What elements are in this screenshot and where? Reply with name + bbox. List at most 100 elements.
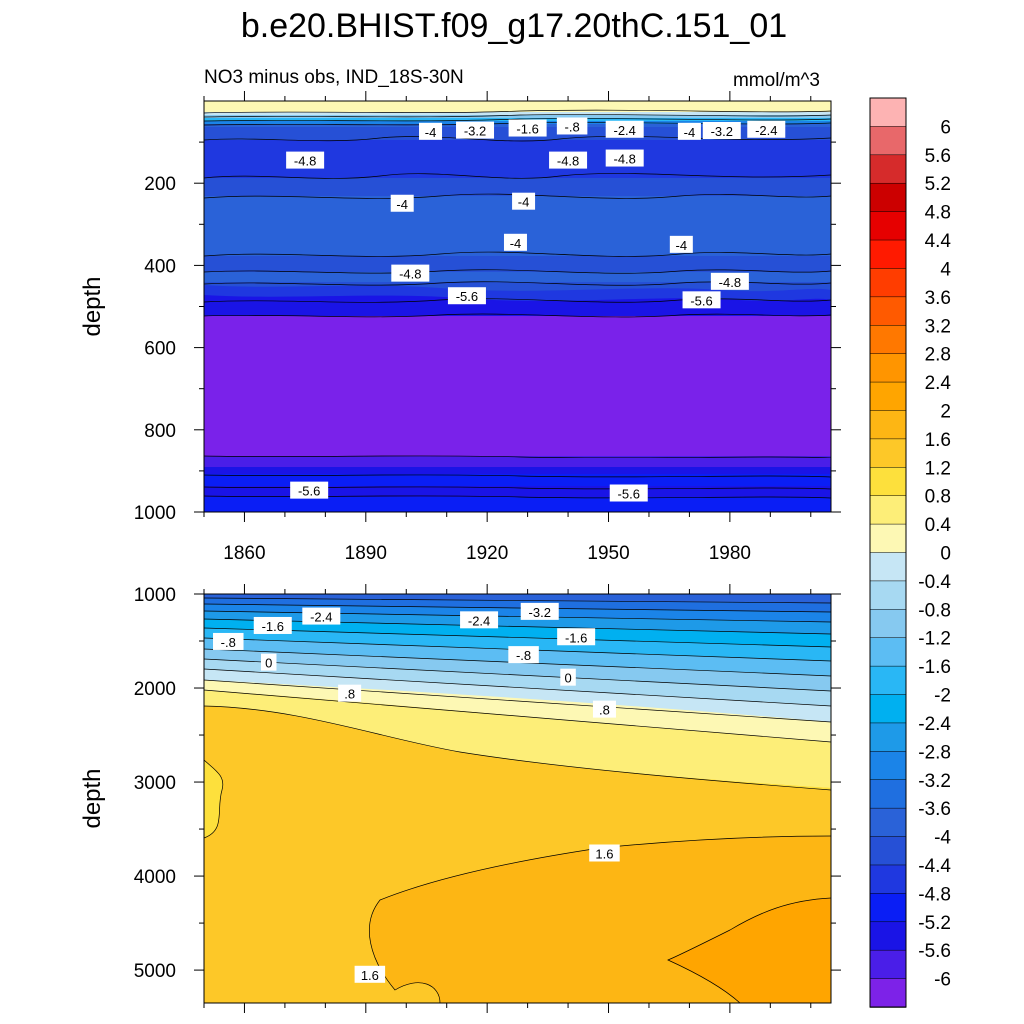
colorbar-swatch: [869, 467, 907, 497]
contour-label-box: [213, 632, 244, 650]
colorbar-swatch: [869, 694, 907, 724]
contour-label-box: [286, 151, 325, 169]
contour-label-text: -4: [396, 197, 408, 212]
colorbar-swatch: [869, 410, 907, 440]
colorbar-label: 2.4: [925, 373, 952, 394]
y-axis-label-upper: depth: [79, 276, 106, 336]
contour-label-text: -1.6: [516, 122, 538, 137]
colorbar-swatch: [869, 921, 907, 951]
contour-label-upper: -4.8: [286, 151, 325, 169]
y-tick-label-lower: 5000: [134, 961, 176, 982]
colorbar-label: 1.2: [925, 458, 951, 479]
contour-label-upper: -3.2: [456, 121, 495, 139]
colorbar-swatch: [869, 325, 907, 355]
contour-label-upper: -4.8: [391, 264, 430, 282]
colorbar-label: 4.8: [925, 203, 951, 224]
contour-label-text: -4: [425, 125, 437, 140]
x-tick-label: 1950: [587, 543, 629, 564]
x-tick-label: 1890: [345, 543, 387, 564]
contour-label-text: -.8: [221, 635, 236, 650]
contour-labels: -4 -3.2 -1.6 -.8 -2.4 -4 -3.2 -2.4-4.8 -4.8 -4.8-…: [213, 117, 786, 983]
y-tick-label-upper: 800: [144, 421, 176, 442]
contour-label-lower: 1.6: [354, 965, 386, 983]
contour-label-upper: -5.6: [447, 287, 486, 305]
colorbar-label: -4.4: [918, 856, 951, 877]
contour-label-box: [260, 653, 277, 671]
lower-region-deep: [204, 594, 831, 603]
contour-label-text: 1.6: [361, 968, 379, 983]
colorbar-swatch: [869, 665, 907, 696]
colorbar-label: -3.2: [918, 771, 951, 792]
y-tick-label-lower: 4000: [134, 867, 176, 888]
contour-label-text: -4.8: [294, 154, 316, 169]
colorbar-label: 5.2: [925, 174, 951, 195]
lower-region: [204, 659, 831, 706]
contour-label-lower: -.8: [508, 646, 539, 664]
colorbar-swatch: [869, 296, 907, 326]
contour-label-upper: -5.6: [609, 484, 648, 502]
contour-label-text: -.8: [565, 119, 580, 134]
contour-label-box: [354, 965, 386, 983]
colorbar-label: 1.6: [925, 430, 951, 451]
lower-region: [204, 598, 831, 612]
colorbar-label: -2.8: [918, 742, 951, 763]
colorbar-swatch: [869, 182, 907, 213]
contour-label-text: -5.6: [456, 289, 478, 304]
subtitle-left: NO3 minus obs, IND_18S-30N: [204, 67, 464, 88]
colorbar-swatch: [869, 211, 907, 241]
colorbar-label: -3.6: [918, 799, 951, 820]
contour-label-text: -4.8: [613, 152, 635, 167]
contour-label-lower: -.8: [213, 632, 244, 650]
contour-label-box: [549, 151, 588, 169]
colorbar-frame: [869, 97, 907, 1008]
contour-label-text: -2.4: [310, 610, 332, 625]
contour-label-box: [508, 646, 539, 664]
contour-label-lower: -2.4: [460, 611, 499, 629]
contour-label-text: -4.8: [399, 267, 421, 282]
upper-band: [204, 497, 831, 512]
contour-label-box: [512, 192, 536, 210]
contour-label-box: [290, 481, 329, 499]
contour-label-box: [390, 194, 414, 212]
colorbar-label: 5.6: [925, 146, 951, 167]
contour-label-box: [557, 628, 596, 646]
lower-region: [204, 619, 831, 647]
colorbar-swatch: [869, 978, 907, 1008]
contour-label-box: [253, 616, 292, 634]
contour-label-box: [605, 120, 644, 138]
contour-label-upper: -4: [390, 194, 414, 212]
colorbar-label: -1.2: [918, 629, 951, 650]
colorbar-swatch: [869, 864, 907, 895]
colorbar-label: -2.4: [918, 714, 951, 735]
contour-label-upper: -4.8: [710, 272, 749, 290]
contour-label-upper: -.8: [556, 117, 588, 135]
contour-label-upper: -1.6: [508, 119, 547, 137]
lower-region: [204, 690, 831, 788]
contour-label-box: [609, 484, 648, 502]
lower-panel: [204, 594, 831, 1003]
colorbar-swatch: [869, 523, 907, 554]
contour-label-box: [556, 117, 588, 135]
upper-bottom-bands: [204, 458, 831, 467]
contour-label-upper: -4: [677, 122, 701, 140]
contour-label-text: -5.6: [618, 487, 640, 502]
contour-label-upper: -3.2: [702, 122, 741, 139]
contour-label-lower: .8: [338, 684, 362, 702]
lower-region: [204, 649, 831, 691]
y-tick-label-lower: 3000: [134, 773, 176, 794]
colorbar-label: -4: [934, 828, 951, 849]
contour-label-box: [503, 233, 527, 251]
chart-title: b.e20.BHIST.f09_g17.20thC.151_01: [241, 7, 787, 45]
contour-label-upper: -4.8: [549, 151, 588, 169]
x-tick-label: 1860: [223, 543, 265, 564]
y-tick-label-upper: 400: [144, 256, 176, 277]
colorbar-swatch: [869, 552, 907, 582]
colorbar-label: 0.8: [925, 487, 951, 508]
contour-label-text: -.8: [516, 648, 531, 663]
contour-label-box: [669, 235, 693, 253]
contour-label-text: -2.4: [468, 613, 490, 628]
contour-label-box: [447, 287, 486, 305]
contour-label-lower: -3.2: [520, 602, 559, 620]
contour-label-upper: -4.8: [605, 149, 644, 167]
